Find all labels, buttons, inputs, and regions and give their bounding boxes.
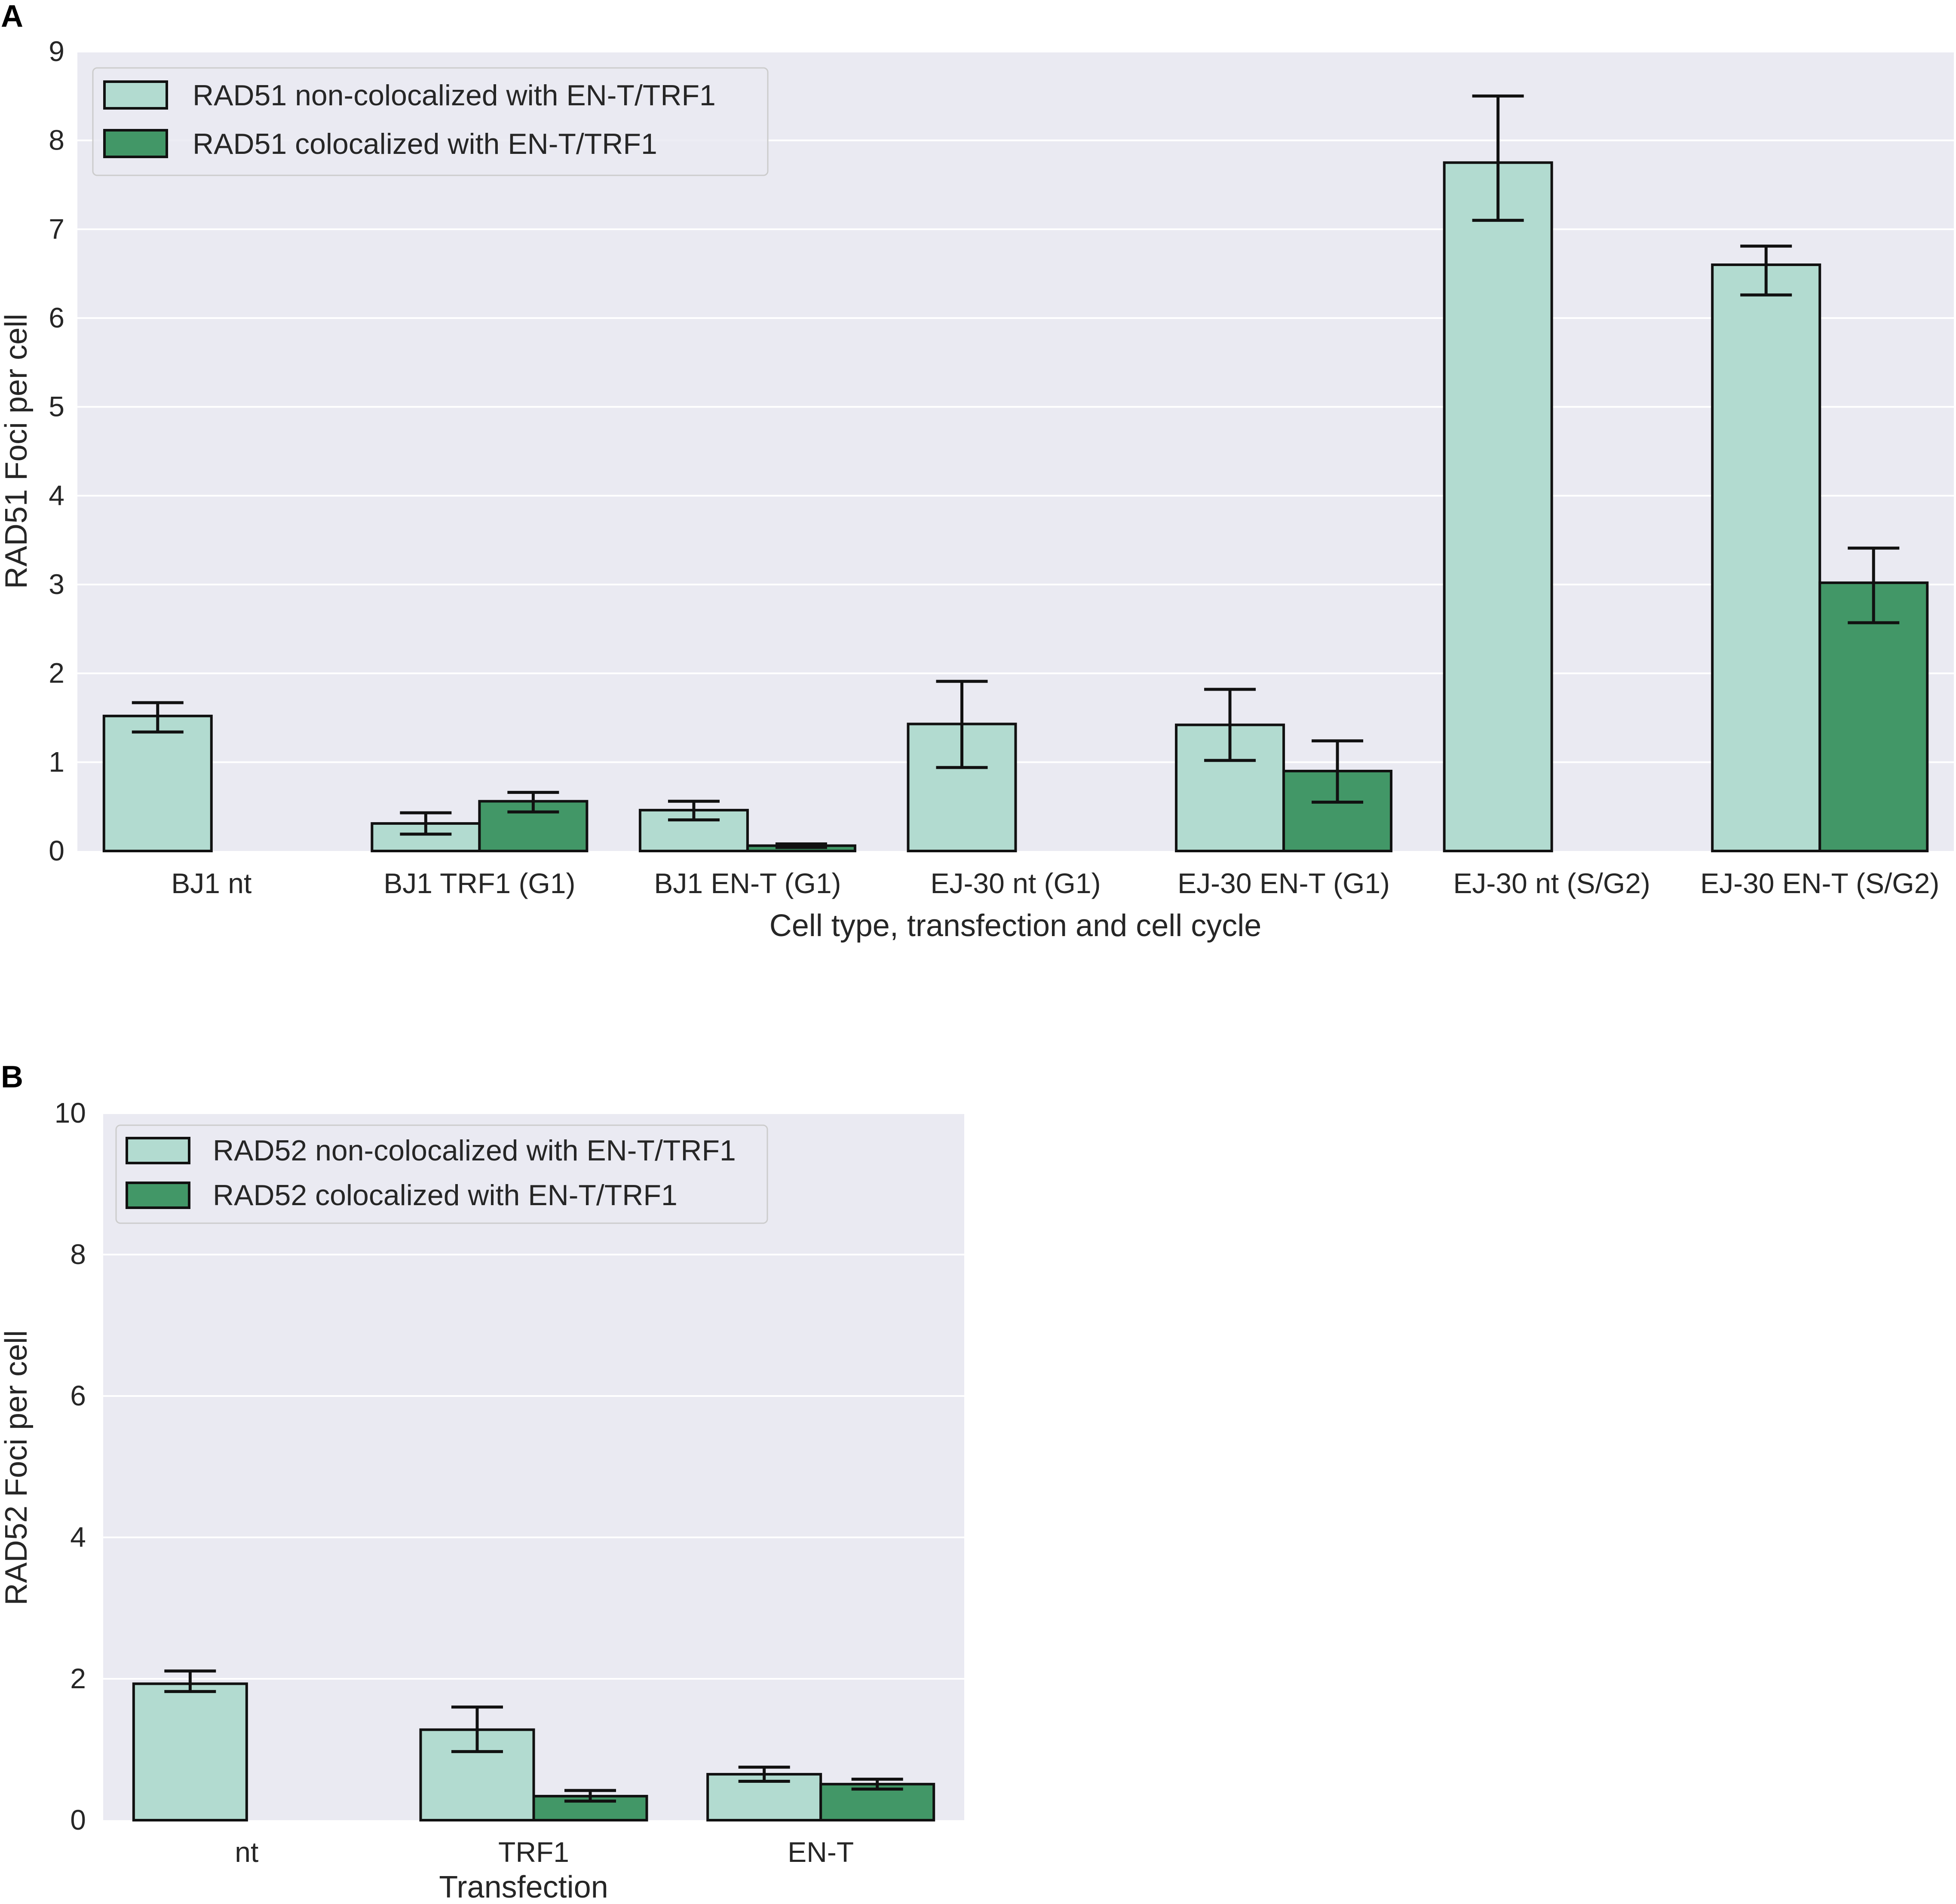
panel-a-error-bar (1848, 546, 1900, 624)
panel-a-error-bar (1312, 739, 1364, 804)
panel-b-x-tick-label: nt (235, 1836, 258, 1868)
panel-b-legend-box (115, 1124, 768, 1224)
panel-a-y-tick-label: 5 (49, 391, 64, 422)
panel-a-bar-non-colocalized (102, 714, 213, 853)
panel-b-gridlines (103, 1112, 964, 1680)
panel-a-y-tick-label: 1 (49, 746, 64, 778)
panel-a-plot-area (77, 52, 1954, 851)
panel-a-x-tick-label: BJ1 TRF1 (G1) (383, 867, 575, 899)
panel-a-error-bar (1204, 688, 1256, 762)
panel-a-x-tick-label: BJ1 EN-T (G1) (654, 867, 841, 899)
panel-a-error-bar (1740, 245, 1792, 297)
panel-a-legend-swatch-non-colocalized (103, 80, 168, 110)
panel-a-error-bar (775, 842, 827, 849)
panel-b-error-bar (851, 1778, 903, 1791)
panel-a-y-tick-label: 3 (49, 568, 64, 600)
panel-b-error-bar (564, 1789, 616, 1803)
panel-a-error-bar (132, 701, 184, 734)
panel-a-label: A (1, 0, 23, 34)
panel-b-x-axis-title: Transfection (439, 1870, 608, 1904)
panel-b-y-tick-label: 10 (55, 1097, 86, 1129)
panel-b-y-tick-label: 6 (70, 1380, 86, 1411)
panel-b-legend: RAD52 non-colocalized with EN-T/TRF1 RAD… (115, 1124, 768, 1224)
panel-b-y-tick-label: 2 (70, 1662, 86, 1694)
panel-b-legend-label-colocalized: RAD52 colocalized with EN-T/TRF1 (213, 1179, 678, 1212)
panel-b-bar-non-colocalized (132, 1682, 248, 1821)
panel-b-error-bar (738, 1766, 790, 1783)
panel-b-legend-swatch-colocalized (126, 1182, 190, 1209)
panel-a-y-tick-label: 2 (49, 657, 64, 689)
panel-a-x-tick-label: EJ-30 nt (G1) (930, 867, 1101, 899)
panel-b-bars (132, 1669, 935, 1822)
panel-b-y-tick-label: 0 (70, 1804, 86, 1836)
panel-a-error-bar (400, 811, 452, 836)
panel-a-bar-colocalized (1818, 581, 1929, 853)
panel-a-y-axis-title: RAD51 Foci per cell (0, 314, 34, 589)
panel-a-legend: RAD51 non-colocalized with EN-T/TRF1 RAD… (92, 67, 769, 176)
panel-a-y-tick-label: 9 (49, 35, 64, 67)
panel-a-legend-swatch-colocalized (103, 129, 168, 158)
panel-a: A 0 1 2 3 4 5 6 7 8 9 BJ1 nt BJ1 TRF1 (G1) BJ1 EN-T… (0, 0, 1954, 943)
panel-b-y-ticks: 0 2 4 6 8 10 (55, 1097, 86, 1836)
panel-a-legend-label-colocalized: RAD51 colocalized with EN-T/TRF1 (193, 128, 657, 160)
panel-a-error-bar (507, 791, 559, 814)
panel-a-y-tick-label: 0 (49, 835, 64, 866)
panel-b-x-tick-label: TRF1 (498, 1836, 569, 1868)
panel-a-y-ticks: 0 1 2 3 4 5 6 7 8 9 (49, 35, 64, 866)
panel-b-error-bar (164, 1669, 216, 1693)
panel-a-y-tick-label: 7 (49, 213, 64, 245)
panel-b-y-axis-title: RAD52 Foci per cell (0, 1330, 34, 1605)
panel-b-y-tick-label: 8 (70, 1238, 86, 1270)
panel-a-x-axis-title: Cell type, transfection and cell cycle (770, 909, 1262, 943)
panel-a-y-tick-label: 6 (49, 302, 64, 334)
panel-b-legend-label-non-colocalized: RAD52 non-colocalized with EN-T/TRF1 (213, 1134, 736, 1167)
panel-a-legend-label-non-colocalized: RAD51 non-colocalized with EN-T/TRF1 (193, 79, 716, 112)
panel-a-bars (102, 94, 1929, 853)
panel-a-x-tick-label: BJ1 nt (171, 867, 251, 899)
panel-b: B 0 2 4 6 8 10 nt TRF1 EN-T Transfection RAD52 … (0, 1060, 964, 1904)
panel-a-error-bar (1472, 94, 1524, 222)
panel-a-legend-box (92, 67, 769, 176)
panel-a-bar-non-colocalized (1443, 161, 1553, 852)
panel-b-y-tick-label: 4 (70, 1521, 86, 1553)
panel-a-y-tick-label: 8 (49, 124, 64, 156)
panel-a-error-bar (936, 680, 988, 769)
panel-a-error-bar (668, 799, 720, 822)
panel-a-x-tick-label: EJ-30 nt (S/G2) (1453, 867, 1650, 899)
panel-a-y-tick-label: 4 (49, 479, 64, 511)
panel-b-label: B (1, 1060, 23, 1094)
panel-b-x-tick-label: EN-T (788, 1836, 854, 1868)
panel-a-x-ticks: BJ1 nt BJ1 TRF1 (G1) BJ1 EN-T (G1) EJ-30 nt… (171, 867, 1939, 899)
panel-a-x-tick-label: EJ-30 EN-T (G1) (1177, 867, 1390, 899)
panel-b-legend-swatch-non-colocalized (126, 1137, 190, 1164)
panel-a-x-tick-label: EJ-30 EN-T (S/G2) (1700, 867, 1939, 899)
panel-b-error-bar (451, 1705, 503, 1753)
panel-a-bar-non-colocalized (1711, 263, 1821, 852)
panel-b-x-ticks: nt TRF1 EN-T (235, 1836, 854, 1868)
